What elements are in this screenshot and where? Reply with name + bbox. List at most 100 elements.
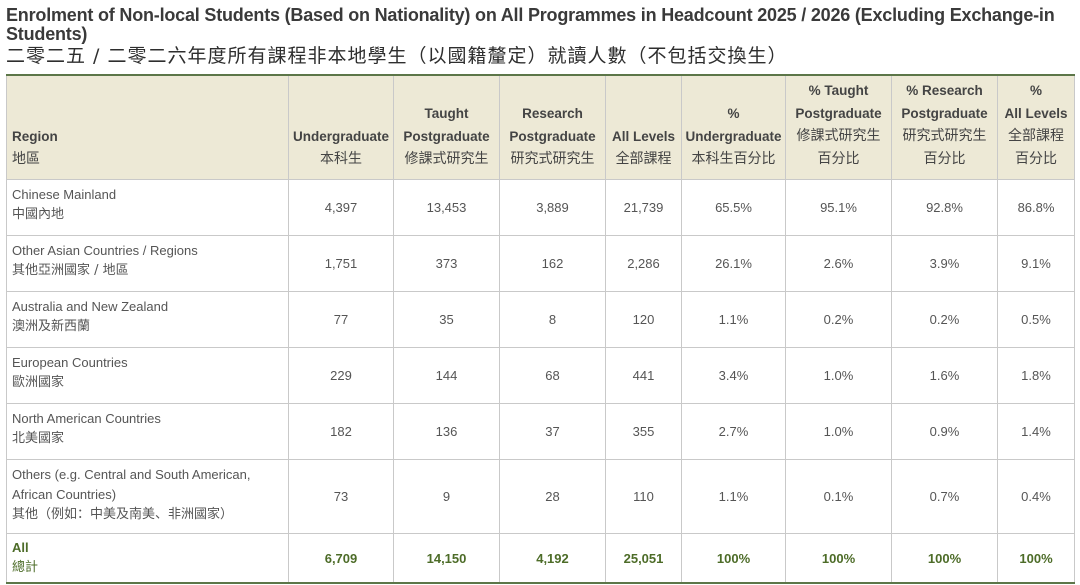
region-name-en: North American Countries	[12, 411, 161, 426]
header-label-en: Postgraduate	[403, 129, 490, 144]
region-name-zh: 澳洲及新西蘭	[12, 319, 91, 334]
value-cell: 86.8%	[997, 179, 1075, 236]
region-name-en: Australia and New Zealand	[12, 299, 169, 314]
value-cell: 2.7%	[681, 403, 786, 460]
header-label-zh: 研究式研究生	[510, 151, 595, 167]
table-row: European Countries 歐洲國家 229 144 68 441 3.4% 1.0…	[6, 347, 1075, 404]
value-cell: 26.1%	[681, 235, 786, 292]
value-cell: 144	[393, 347, 500, 404]
header-label-en: All Levels	[611, 129, 676, 144]
value-cell: 77	[288, 291, 394, 348]
value-cell: 1.4%	[997, 403, 1075, 460]
value-cell: 21,739	[605, 179, 682, 236]
value-cell: 1,751	[288, 235, 394, 292]
region-name-en: Other Asian Countries / Regions	[12, 243, 198, 258]
value-cell: 3.9%	[891, 235, 998, 292]
value-cell: 229	[288, 347, 394, 404]
region-name-en: Others (e.g. Central and South American,	[12, 467, 251, 482]
value-cell: 120	[605, 291, 682, 348]
total-value-cell: 6,709	[288, 533, 394, 584]
header-label-en: %	[727, 106, 740, 121]
value-cell: 1.0%	[785, 403, 892, 460]
header-label-en: Undergraduate	[685, 129, 782, 144]
header-label-zh: 全部課程	[1008, 128, 1064, 144]
value-cell: 92.8%	[891, 179, 998, 236]
header-label-en: Taught	[424, 106, 469, 121]
total-value-cell: 4,192	[499, 533, 606, 584]
page-title: Enrolment of Non-local Students (Based o…	[6, 5, 1055, 44]
header-label-zh: 研究式研究生	[902, 128, 987, 144]
header-label-zh: 修課式研究生	[796, 128, 881, 144]
table-row: Other Asian Countries / Regions 其他亞洲國家 / …	[6, 235, 1075, 292]
header-label-en: % Research	[906, 83, 983, 98]
value-cell: 65.5%	[681, 179, 786, 236]
value-cell: 73	[288, 459, 394, 534]
header-row: Region 地區 Undergraduate 本科生 Taught Postgradua…	[6, 74, 1075, 180]
header-label-en: Undergraduate	[292, 129, 390, 144]
value-cell: 35	[393, 291, 500, 348]
value-cell: 3.4%	[681, 347, 786, 404]
region-cell: North American Countries 北美國家	[6, 403, 289, 460]
value-cell: 4,397	[288, 179, 394, 236]
enrolment-table: Region 地區 Undergraduate 本科生 Taught Postgradua…	[6, 74, 1075, 584]
total-value-cell: 25,051	[605, 533, 682, 584]
value-cell: 0.1%	[785, 459, 892, 534]
value-cell: 1.1%	[681, 459, 786, 534]
header-label-zh: 全部課程	[615, 151, 672, 167]
value-cell: 2.6%	[785, 235, 892, 292]
value-cell: 2,286	[605, 235, 682, 292]
total-value-cell: 100%	[997, 533, 1075, 584]
total-region-cell: All 總計	[6, 533, 289, 584]
table-row: Australia and New Zealand 澳洲及新西蘭 77 35 8 120 1…	[6, 291, 1075, 348]
value-cell: 441	[605, 347, 682, 404]
total-value-cell: 100%	[891, 533, 998, 584]
region-name-zh: 其他亞洲國家 / 地區	[12, 263, 129, 278]
page-title-chinese: 二零二五 / 二零二六年度所有課程非本地學生（以國籍釐定）就讀人數（不包括交換生…	[6, 45, 788, 67]
value-cell: 0.7%	[891, 459, 998, 534]
table-row: North American Countries 北美國家 182 136 37 355 2…	[6, 403, 1075, 460]
value-cell: 0.2%	[785, 291, 892, 348]
table-row: Others (e.g. Central and South American,…	[6, 459, 1075, 534]
value-cell: 13,453	[393, 179, 500, 236]
value-cell: 1.0%	[785, 347, 892, 404]
header-label-zh: 百分比	[817, 151, 860, 167]
value-cell: 1.1%	[681, 291, 786, 348]
value-cell: 0.2%	[891, 291, 998, 348]
value-cell: 0.4%	[997, 459, 1075, 534]
value-cell: 162	[499, 235, 606, 292]
value-cell: 110	[605, 459, 682, 534]
value-cell: 37	[499, 403, 606, 460]
column-header: Undergraduate 本科生	[288, 74, 394, 180]
region-cell: Chinese Mainland 中國內地	[6, 179, 289, 236]
table-row: Chinese Mainland 中國內地 4,397 13,453 3,889 21,7…	[6, 179, 1075, 236]
header-label-zh: 地區	[12, 151, 40, 167]
column-header: % Taught Postgraduate 修課式研究生 百分比	[785, 74, 892, 180]
total-label-zh: 總計	[12, 560, 39, 575]
value-cell: 0.5%	[997, 291, 1075, 348]
value-cell: 28	[499, 459, 606, 534]
region-name-en: African Countries)	[12, 487, 117, 502]
header-label-zh: 修課式研究生	[404, 151, 489, 167]
column-header: Taught Postgraduate 修課式研究生	[393, 74, 500, 180]
column-header: % Undergraduate 本科生百分比	[681, 74, 786, 180]
value-cell: 136	[393, 403, 500, 460]
value-cell: 373	[393, 235, 500, 292]
value-cell: 8	[499, 291, 606, 348]
total-row: All 總計 6,709 14,150 4,192 25,051 100% 100% 100% 1…	[6, 533, 1075, 584]
region-name-zh: 中國內地	[12, 207, 65, 222]
value-cell: 1.6%	[891, 347, 998, 404]
value-cell: 3,889	[499, 179, 606, 236]
value-cell: 355	[605, 403, 682, 460]
region-cell: Others (e.g. Central and South American,…	[6, 459, 289, 534]
region-name-zh: 其他（例如：中美及南美、非洲國家）	[12, 507, 234, 522]
region-name-zh: 歐洲國家	[12, 375, 65, 390]
total-value-cell: 100%	[785, 533, 892, 584]
total-label-en: All	[12, 540, 29, 555]
value-cell: 182	[288, 403, 394, 460]
header-label-en: % Taught	[808, 83, 869, 98]
region-name-en: Chinese Mainland	[12, 187, 117, 202]
column-header: % Research Postgraduate 研究式研究生 百分比	[891, 74, 998, 180]
total-value-cell: 14,150	[393, 533, 500, 584]
column-header: Research Postgraduate 研究式研究生	[499, 74, 606, 180]
header-label-zh: 百分比	[923, 151, 966, 167]
